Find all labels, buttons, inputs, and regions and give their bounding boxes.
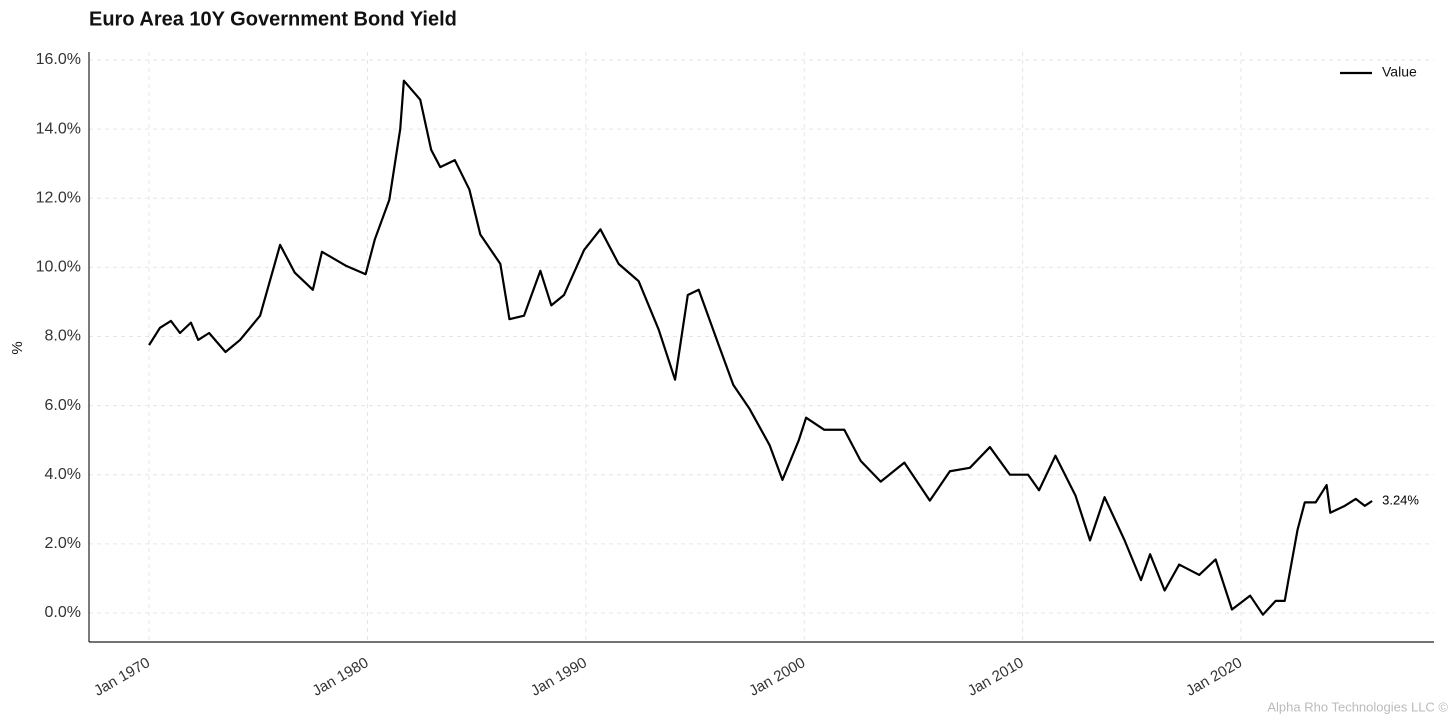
y-tick-label: 0.0% — [45, 604, 81, 621]
line-series — [148, 79, 1373, 616]
legend-label: Value — [1382, 64, 1417, 80]
x-tick-label: Jan 2000 — [746, 654, 808, 700]
y-axis-label: % — [9, 341, 26, 354]
y-tick-label: 8.0% — [45, 328, 81, 345]
y-tick-label: 4.0% — [45, 466, 81, 483]
y-tick-label: 10.0% — [36, 259, 81, 276]
y-tick-label: 12.0% — [36, 189, 81, 206]
y-tick-label: 14.0% — [36, 120, 81, 137]
chart-title: Euro Area 10Y Government Bond Yield — [89, 8, 457, 30]
x-tick-label: Jan 2020 — [1183, 654, 1245, 700]
y-tick-label: 6.0% — [45, 397, 81, 414]
x-tick-label: Jan 1990 — [528, 654, 590, 700]
y-tick-label: 2.0% — [45, 535, 81, 552]
x-tick-label: Jan 2010 — [965, 654, 1027, 700]
x-tick-label: Jan 1980 — [309, 654, 371, 700]
last-value-label: 3.24% — [1382, 492, 1419, 507]
footer: Alpha Rho Technologies LLC © — [1267, 699, 1448, 714]
x-tick-label: Jan 1970 — [91, 654, 153, 700]
y-tick-label: 16.0% — [36, 51, 81, 68]
